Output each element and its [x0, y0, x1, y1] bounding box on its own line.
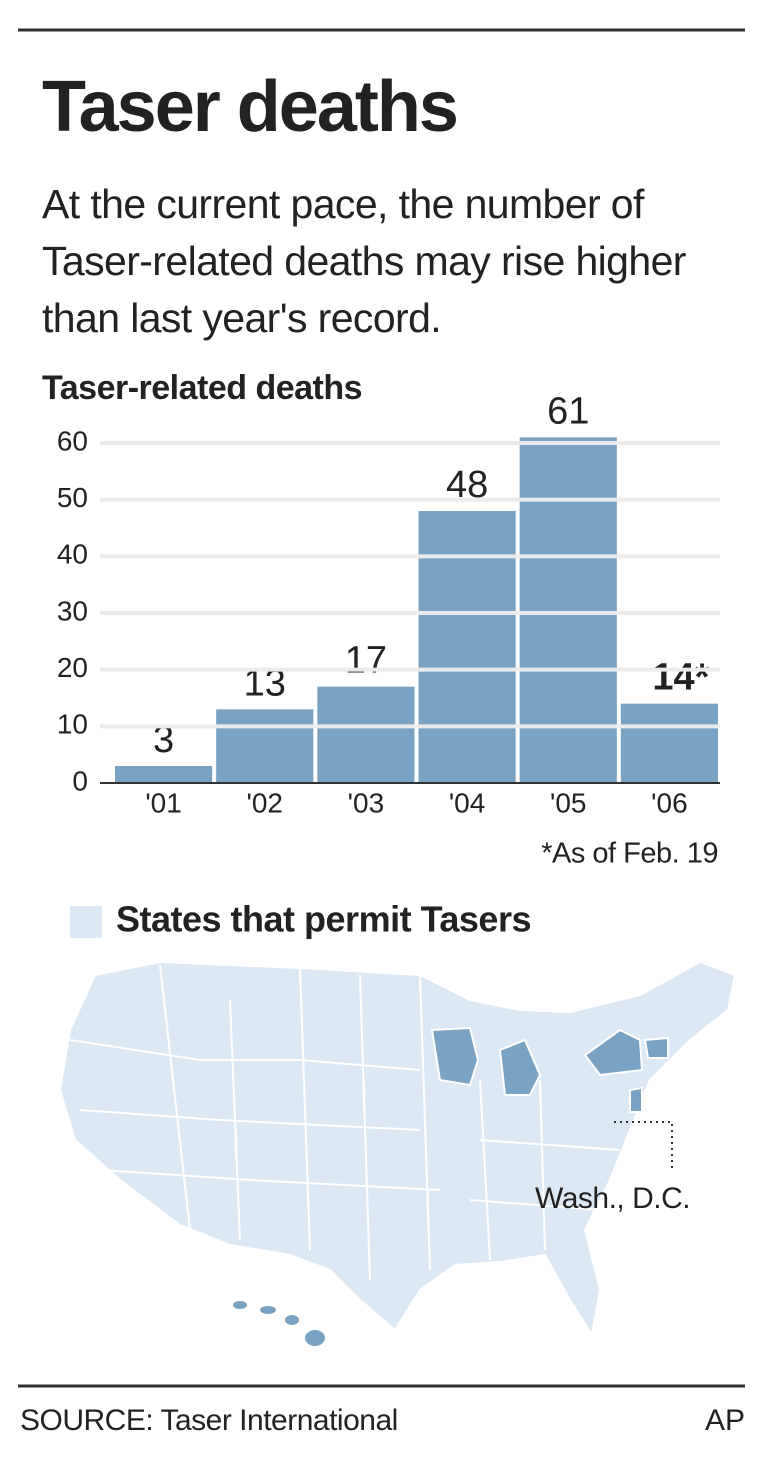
credit: AP — [705, 1404, 745, 1437]
y-tick-label: 40 — [57, 539, 88, 570]
footnote: *As of Feb. 19 — [541, 838, 718, 870]
headline: Taser deaths — [42, 67, 457, 147]
dc-leader — [614, 1121, 673, 1172]
hawaii-island — [305, 1330, 325, 1346]
state-new-york — [583, 1028, 644, 1077]
x-tick-label: '01 — [145, 787, 182, 818]
data-label: 3 — [153, 719, 174, 761]
source: SOURCE: Taser International — [20, 1404, 398, 1437]
x-tick-label: '02 — [247, 787, 284, 818]
bar — [519, 437, 617, 783]
map-label: Wash., D.C. — [535, 1182, 690, 1215]
data-label: 14* — [652, 657, 709, 699]
data-label: 17 — [345, 640, 387, 682]
state-borders — [69, 964, 621, 1281]
y-tick-label: 0 — [72, 765, 88, 796]
y-tick-label: 60 — [57, 425, 88, 456]
bar — [317, 686, 415, 783]
x-tick-label: '05 — [550, 787, 587, 818]
subtitle: At the current pace, the number of Taser… — [42, 181, 686, 341]
us-outline — [58, 960, 737, 1338]
x-tick-label: '03 — [348, 787, 385, 818]
bar — [115, 766, 213, 783]
state-wisconsin — [430, 1026, 480, 1087]
x-tick-label: '04 — [449, 787, 486, 818]
hawaii-island — [285, 1315, 299, 1325]
data-label: 61 — [547, 390, 589, 432]
state-massachusetts — [643, 1036, 669, 1059]
state-new-jersey — [629, 1086, 643, 1113]
y-tick-label: 20 — [57, 652, 88, 683]
chart-title: Taser-related deaths — [42, 369, 362, 407]
bar — [216, 709, 314, 783]
y-tick-label: 30 — [57, 595, 88, 626]
bar — [418, 511, 516, 783]
state-michigan — [498, 1038, 542, 1096]
x-tick-label: '06 — [651, 787, 688, 818]
hawaii-island — [233, 1301, 247, 1309]
y-tick-label: 10 — [57, 709, 88, 740]
bar — [620, 703, 718, 783]
hawaii-island — [260, 1306, 276, 1314]
y-tick-label: 50 — [57, 482, 88, 513]
legend-swatch — [70, 906, 102, 938]
legend-label: States that permit Tasers — [116, 899, 531, 940]
us-map — [58, 960, 737, 1346]
